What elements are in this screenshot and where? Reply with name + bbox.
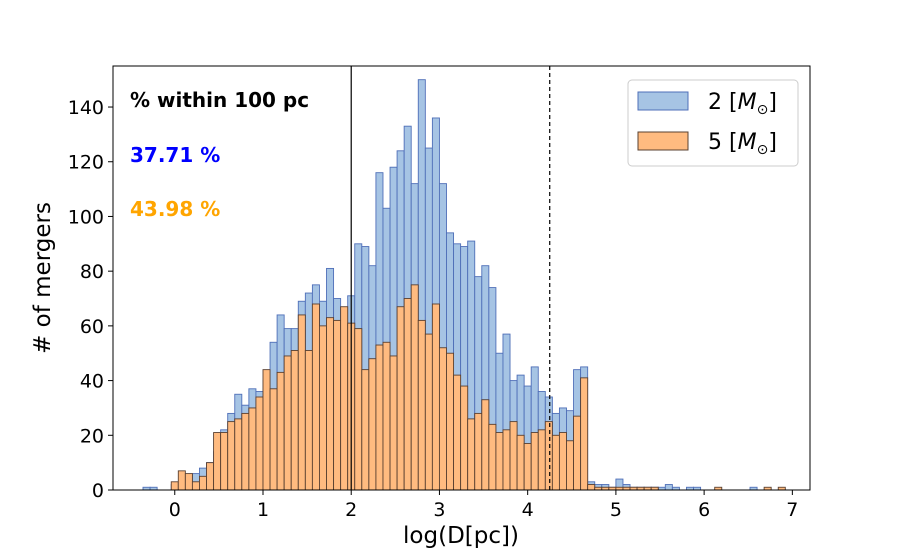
- y-tick-label: 60: [80, 316, 104, 338]
- y-axis-ticks: 0 20 40 60 80 100 120 140: [68, 97, 113, 502]
- histogram-bar: [516, 434, 525, 491]
- legend: 2 [M⊙] 5 [M⊙]: [627, 79, 799, 167]
- histogram-bar: [403, 298, 412, 491]
- histogram-bar: [234, 418, 243, 491]
- histogram-bar: [290, 350, 299, 491]
- histogram-bar: [544, 421, 553, 491]
- histogram-bar: [438, 347, 447, 491]
- histogram-bar: [474, 412, 483, 491]
- histogram-bar: [502, 429, 511, 491]
- x-tick-label: 5: [610, 499, 622, 521]
- x-axis-label: log(D[pc]): [403, 523, 519, 549]
- histogram-bar: [361, 369, 370, 491]
- histogram-bar: [389, 355, 398, 491]
- x-tick-label: 6: [698, 499, 710, 521]
- histogram-bar: [481, 399, 490, 491]
- histogram-bar: [566, 440, 574, 491]
- x-axis-ticks: 0 1 2 3 4 5 6 7: [169, 490, 798, 521]
- histogram-bar: [255, 396, 264, 491]
- histogram-bar: [220, 432, 229, 491]
- histogram-bar: [467, 418, 476, 491]
- y-tick-label: 20: [80, 425, 104, 447]
- y-tick-label: 0: [92, 480, 104, 502]
- histogram-bar: [453, 374, 462, 491]
- histogram-bar: [262, 369, 271, 491]
- x-tick-label: 7: [786, 499, 798, 521]
- histogram-bar: [396, 306, 405, 491]
- histogram-bar: [530, 432, 539, 491]
- histogram-bar: [227, 421, 236, 491]
- y-tick-label: 80: [80, 261, 104, 283]
- histogram-bar: [368, 358, 377, 491]
- y-tick-label: 40: [80, 371, 104, 393]
- x-tick-label: 1: [257, 499, 269, 521]
- histogram-bar: [495, 432, 504, 491]
- histogram-bar: [551, 434, 560, 491]
- percent-series-2: 37.71 %: [130, 143, 220, 167]
- histogram-bar: [326, 317, 335, 491]
- histogram-bar: [558, 432, 567, 491]
- histogram-bar: [319, 325, 327, 491]
- histogram-bar: [304, 350, 313, 491]
- legend-label-series-5: 5 [M⊙]: [708, 130, 777, 158]
- histogram-bar: [283, 355, 292, 491]
- percent-series-5: 43.98 %: [130, 197, 220, 221]
- legend-patch-series-2: [637, 91, 689, 111]
- histogram-bar: [446, 352, 455, 491]
- histogram-bar: [184, 473, 193, 491]
- histogram-bar: [509, 421, 518, 491]
- histogram-bar: [573, 415, 582, 491]
- histogram-bar: [340, 306, 349, 491]
- histogram-bar: [664, 484, 673, 491]
- histogram-bar: [580, 377, 589, 491]
- histogram-bar: [199, 475, 207, 491]
- legend-label-series-2: 2 [M⊙]: [708, 90, 777, 118]
- histogram-bar: [375, 344, 384, 491]
- y-tick-label: 120: [68, 152, 104, 174]
- histogram-bar: [333, 319, 342, 491]
- histogram-bar: [269, 388, 278, 491]
- histogram-bar: [177, 470, 186, 491]
- histogram-bar: [587, 484, 596, 491]
- histogram-bar: [191, 481, 200, 491]
- histogram-bar: [276, 371, 285, 491]
- legend-patch-series-5: [637, 131, 689, 151]
- y-axis-label: # of mergers: [30, 202, 56, 354]
- histogram-bar: [248, 407, 257, 491]
- annotation-title: % within 100 pc: [130, 88, 309, 112]
- x-tick-label: 4: [522, 499, 534, 521]
- histogram-bar: [213, 432, 222, 491]
- x-tick-label: 2: [345, 499, 357, 521]
- histogram-bar: [241, 412, 250, 491]
- histogram-bar: [297, 314, 306, 491]
- histogram-bar: [460, 385, 469, 491]
- histogram-bar: [354, 328, 363, 491]
- histogram-bar: [410, 284, 419, 491]
- histogram-bar: [311, 303, 320, 491]
- histogram-bar: [424, 333, 433, 491]
- histogram-bar: [382, 341, 391, 491]
- histogram-bar: [170, 481, 179, 491]
- histogram-bar: [488, 423, 497, 491]
- plot-frame: [112, 65, 811, 491]
- x-tick-label: 0: [169, 499, 181, 521]
- histogram-bar: [523, 443, 532, 491]
- histogram-bar: [537, 429, 546, 491]
- histogram-bar: [206, 462, 215, 491]
- y-tick-label: 140: [68, 97, 104, 119]
- y-tick-label: 100: [68, 206, 104, 228]
- x-tick-label: 3: [433, 499, 445, 521]
- histogram-bar: [417, 319, 426, 491]
- reference-lines: [350, 66, 551, 490]
- histogram-bar: [431, 303, 440, 491]
